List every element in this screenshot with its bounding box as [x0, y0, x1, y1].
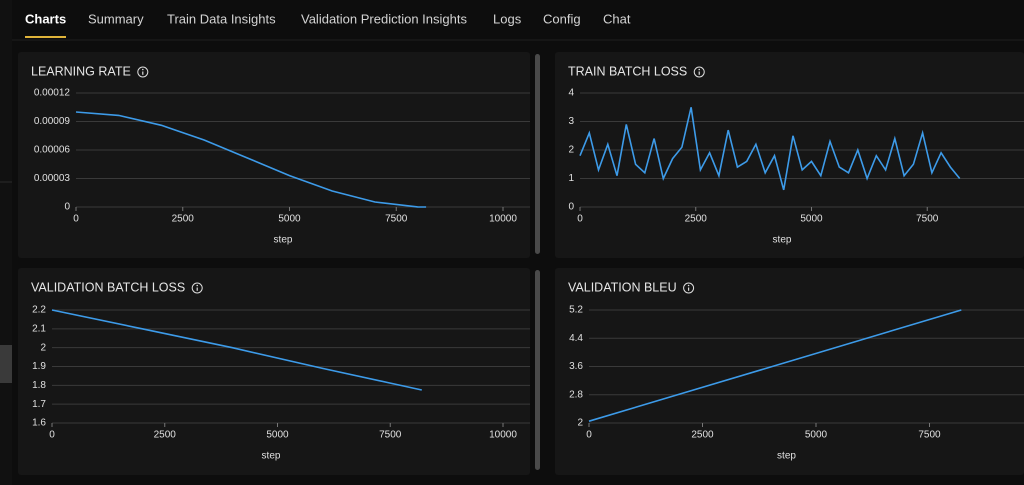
y-tick-label: 0	[568, 202, 574, 213]
chart-title: TRAIN BATCH LOSS	[568, 64, 687, 78]
x-tick-label: 2500	[691, 430, 714, 441]
info-icon-dot	[141, 68, 144, 71]
x-tick-label: 7500	[916, 214, 939, 225]
y-tick-label: 2	[40, 342, 46, 353]
y-tick-label: 0.00009	[34, 116, 71, 127]
x-axis-label: step	[773, 235, 792, 246]
y-tick-label: 2	[577, 418, 583, 429]
sidebar-item	[0, 345, 12, 383]
y-tick-label: 5.2	[569, 305, 583, 316]
x-tick-label: 10000	[489, 214, 517, 225]
scrollbar[interactable]	[535, 54, 540, 254]
info-icon-dot	[687, 284, 690, 287]
tab[interactable]: Train Data Insights	[167, 11, 276, 26]
x-tick-label: 5000	[805, 430, 828, 441]
scrollbar[interactable]	[535, 270, 540, 470]
y-tick-label: 2.8	[569, 389, 583, 400]
y-tick-label: 0.00003	[34, 173, 71, 184]
y-tick-label: 2.2	[32, 305, 46, 316]
x-tick-label: 5000	[800, 214, 823, 225]
chart-title: LEARNING RATE	[31, 64, 131, 78]
y-tick-label: 3	[568, 116, 574, 127]
active-tab-underline	[25, 36, 66, 38]
tab[interactable]: Validation Prediction Insights	[301, 11, 467, 26]
x-axis-label: step	[262, 451, 281, 462]
y-tick-label: 2	[568, 145, 574, 156]
panel	[18, 52, 530, 258]
y-tick-label: 1	[568, 173, 574, 184]
y-tick-label: 1.7	[32, 399, 46, 410]
x-axis-label: step	[274, 235, 293, 246]
x-tick-label: 2500	[172, 214, 195, 225]
y-tick-label: 4	[568, 88, 574, 99]
x-tick-label: 0	[586, 430, 592, 441]
info-icon[interactable]	[137, 66, 149, 78]
info-icon-dot	[196, 284, 199, 287]
tab[interactable]: Summary	[88, 11, 144, 26]
chart-title: VALIDATION BATCH LOSS	[31, 280, 185, 294]
y-tick-label: 1.6	[32, 418, 46, 429]
info-icon-dot	[698, 68, 701, 71]
info-icon[interactable]	[693, 66, 705, 78]
x-tick-label: 5000	[278, 214, 301, 225]
tab[interactable]: Chat	[603, 11, 631, 26]
panel	[555, 268, 1024, 475]
x-tick-label: 2500	[154, 430, 177, 441]
x-tick-label: 7500	[385, 214, 408, 225]
y-tick-label: 1.8	[32, 380, 46, 391]
x-tick-label: 0	[73, 214, 79, 225]
line-series	[51, 309, 422, 391]
x-tick-label: 5000	[266, 430, 289, 441]
x-axis-label: step	[777, 451, 796, 462]
tab[interactable]: Charts	[25, 11, 66, 26]
y-tick-label: 0.00006	[34, 145, 71, 156]
x-tick-label: 7500	[379, 430, 402, 441]
y-tick-label: 4.4	[569, 333, 583, 344]
line-series	[579, 107, 961, 191]
info-icon[interactable]	[191, 282, 203, 294]
y-tick-label: 3.6	[569, 361, 583, 372]
sidebar-edge	[0, 0, 12, 485]
panel	[18, 268, 530, 475]
x-tick-label: 0	[49, 430, 55, 441]
line-series	[75, 111, 427, 208]
y-tick-label: 0.00012	[34, 88, 71, 99]
info-icon[interactable]	[683, 282, 695, 294]
tab[interactable]: Logs	[493, 11, 522, 26]
y-tick-label: 2.1	[32, 323, 46, 334]
x-tick-label: 0	[577, 214, 583, 225]
line-series	[588, 309, 962, 422]
x-tick-label: 7500	[918, 430, 941, 441]
y-tick-label: 1.9	[32, 361, 46, 372]
chart-title: VALIDATION BLEU	[568, 280, 677, 294]
y-tick-label: 0	[64, 202, 70, 213]
x-tick-label: 10000	[489, 430, 517, 441]
tab[interactable]: Config	[543, 11, 581, 26]
x-tick-label: 2500	[685, 214, 708, 225]
